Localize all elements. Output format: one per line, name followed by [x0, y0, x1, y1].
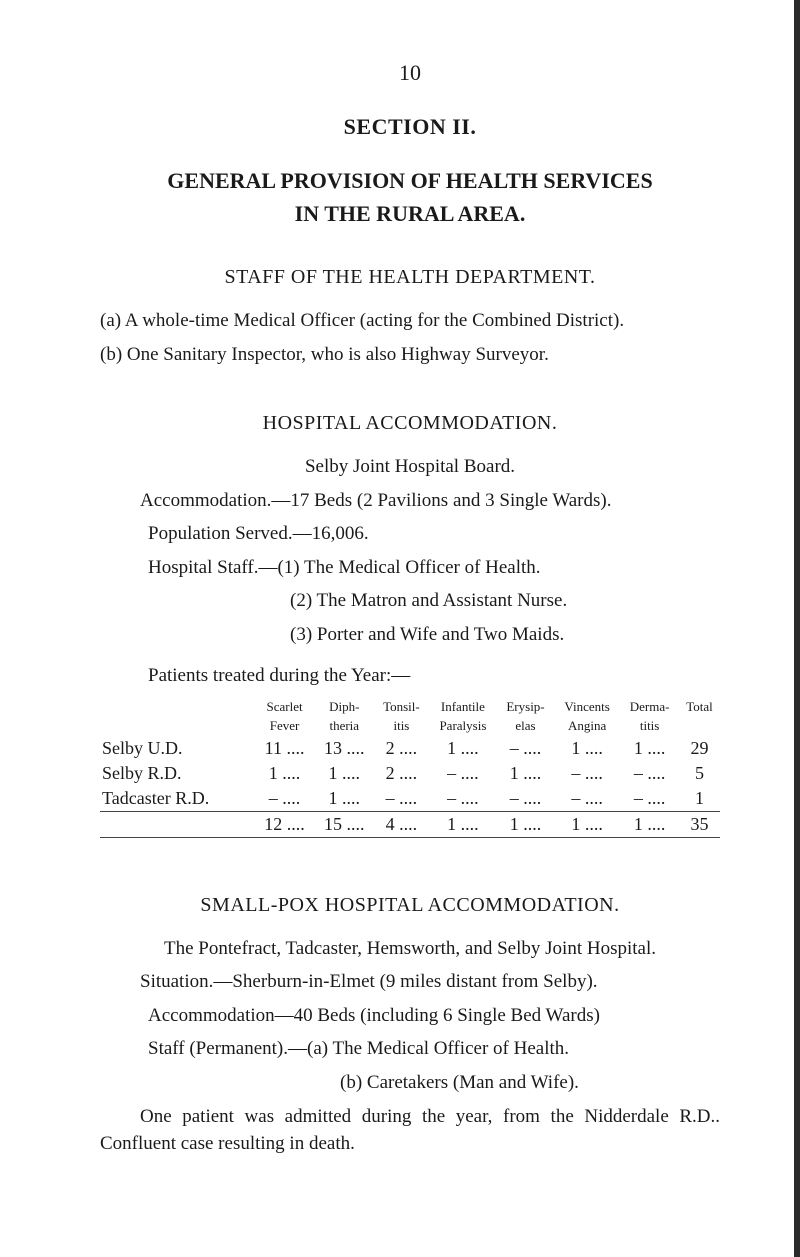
th-vincents: Vincents [554, 698, 620, 717]
cell: 1 [679, 786, 720, 812]
hospital-subheading: Selby Joint Hospital Board. [100, 453, 720, 481]
cell: – .... [554, 786, 620, 812]
section-label: SECTION II. [100, 114, 720, 140]
cell: 12 .... [255, 811, 315, 837]
th-erysip: Erysip- [497, 698, 554, 717]
th-total: Total [679, 698, 720, 717]
staff-item-a: (a) A whole-time Medical Officer (acting… [100, 307, 720, 335]
th2-elas: elas [497, 717, 554, 736]
staff-item-b: (b) One Sanitary Inspector, who is also … [100, 341, 720, 369]
cell: 5 [679, 761, 720, 786]
th2-blank [100, 717, 255, 736]
staff-heading: STAFF OF THE HEALTH DEPARTMENT. [100, 266, 720, 289]
cell: – .... [374, 786, 429, 812]
cell: 1 .... [314, 786, 374, 812]
th2-paralysis: Paralysis [429, 717, 497, 736]
cell: 1 .... [314, 761, 374, 786]
table-row: Selby U.D. 11 .... 13 .... 2 .... 1 ....… [100, 736, 720, 761]
smallpox-heading: SMALL-POX HOSPITAL ACCOMMODATION. [100, 894, 720, 917]
cell: 4 .... [374, 811, 429, 837]
row-label: Selby R.D. [100, 761, 255, 786]
page-number: 10 [100, 60, 720, 86]
th-derma: Derma- [620, 698, 679, 717]
cell: 1 .... [554, 811, 620, 837]
cell: 35 [679, 811, 720, 837]
cell: – .... [620, 786, 679, 812]
table-row: Selby R.D. 1 .... 1 .... 2 .... – .... 1… [100, 761, 720, 786]
row-label: Selby U.D. [100, 736, 255, 761]
cell: 15 .... [314, 811, 374, 837]
main-title: GENERAL PROVISION OF HEALTH SERVICES IN … [100, 164, 720, 230]
table-header-row-1: Scarlet Diph- Tonsil- Infantile Erysip- … [100, 698, 720, 717]
smallpox-p5: One patient was admitted during the year… [100, 1103, 720, 1158]
cell: – .... [497, 736, 554, 761]
cell: 1 .... [620, 736, 679, 761]
cell: – .... [429, 761, 497, 786]
th2-fever: Fever [255, 717, 315, 736]
th-infantile: Infantile [429, 698, 497, 717]
cell: 2 .... [374, 761, 429, 786]
cell: 2 .... [374, 736, 429, 761]
cell: 1 .... [429, 811, 497, 837]
hospital-staff-2: (2) The Matron and Assistant Nurse. [100, 587, 720, 615]
table-total-row: 12 .... 15 .... 4 .... 1 .... 1 .... 1 .… [100, 811, 720, 837]
page-right-edge [794, 0, 800, 1257]
smallpox-p4b: (b) Caretakers (Man and Wife). [100, 1069, 720, 1097]
cell: – .... [554, 761, 620, 786]
cell: 11 .... [255, 736, 315, 761]
row-label: Tadcaster R.D. [100, 786, 255, 812]
cell: – .... [255, 786, 315, 812]
population-line: Population Served.—16,006. [100, 520, 720, 548]
cell: 13 .... [314, 736, 374, 761]
th-scarlet: Scarlet [255, 698, 315, 717]
cell: 1 .... [554, 736, 620, 761]
hospital-staff-3: (3) Porter and Wife and Two Maids. [100, 621, 720, 649]
row-label [100, 811, 255, 837]
cell: 1 .... [620, 811, 679, 837]
cell: 1 .... [255, 761, 315, 786]
smallpox-p2: Situation.—Sherburn-in-Elmet (9 miles di… [100, 968, 720, 996]
table-row: Tadcaster R.D. – .... 1 .... – .... – ..… [100, 786, 720, 812]
smallpox-p1: The Pontefract, Tadcaster, Hemsworth, an… [100, 935, 720, 963]
hospital-staff-1: Hospital Staff.—(1) The Medical Officer … [100, 554, 720, 582]
th2-angina: Angina [554, 717, 620, 736]
accommodation-line: Accommodation.—17 Beds (2 Pavilions and … [100, 487, 720, 515]
smallpox-p3: Accommodation—40 Beds (including 6 Singl… [100, 1002, 720, 1030]
main-title-line2: IN THE RURAL AREA. [295, 201, 526, 226]
cell: – .... [497, 786, 554, 812]
th2-theria: theria [314, 717, 374, 736]
th-tonsil: Tonsil- [374, 698, 429, 717]
th-blank [100, 698, 255, 717]
smallpox-p4: Staff (Permanent).—(a) The Medical Offic… [100, 1035, 720, 1063]
cell: 1 .... [497, 811, 554, 837]
main-title-line1: GENERAL PROVISION OF HEALTH SERVICES [167, 168, 652, 193]
cell: – .... [620, 761, 679, 786]
th2-itis: itis [374, 717, 429, 736]
cell: 1 .... [497, 761, 554, 786]
hospital-accommodation-heading: HOSPITAL ACCOMMODATION. [100, 412, 720, 435]
document-page: 10 SECTION II. GENERAL PROVISION OF HEAL… [0, 0, 800, 1257]
cell: 29 [679, 736, 720, 761]
cell: – .... [429, 786, 497, 812]
th2-titis: titis [620, 717, 679, 736]
cell: 1 .... [429, 736, 497, 761]
patients-intro: Patients treated during the Year:— [100, 662, 720, 690]
th2-blank2 [679, 717, 720, 736]
table-header-row-2: Fever theria itis Paralysis elas Angina … [100, 717, 720, 736]
th-diph: Diph- [314, 698, 374, 717]
patients-table: Scarlet Diph- Tonsil- Infantile Erysip- … [100, 698, 720, 838]
